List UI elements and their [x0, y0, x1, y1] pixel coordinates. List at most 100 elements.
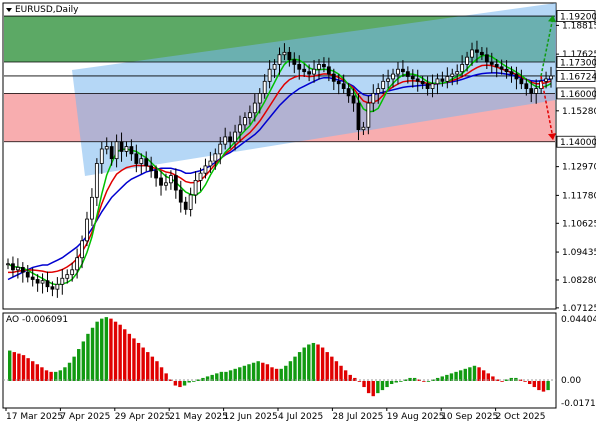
- candle-body: [494, 64, 499, 68]
- price-tick-label: 1.09435: [562, 248, 596, 258]
- candle-body: [124, 146, 129, 152]
- ao-bar: [385, 380, 389, 388]
- candle-body: [193, 180, 198, 196]
- candle-body: [85, 218, 89, 242]
- ao-bar: [468, 367, 472, 381]
- chevron-down-icon[interactable]: [6, 8, 12, 12]
- candle-body: [524, 83, 529, 89]
- price-tick-label: 1.12970: [562, 163, 596, 173]
- ao-bar: [284, 365, 288, 381]
- symbol-label: EURUSD,Daily: [15, 5, 79, 15]
- ma-mid-line: [8, 64, 552, 274]
- ao-bar: [242, 365, 247, 381]
- candle-body: [381, 80, 386, 89]
- ao-bar: [293, 356, 297, 381]
- candle-body: [183, 201, 188, 210]
- candle-body: [233, 131, 237, 143]
- candle-body: [351, 95, 356, 104]
- candle-body: [60, 277, 65, 285]
- ao-bar: [376, 380, 380, 394]
- candle-body: [534, 88, 539, 94]
- arrow-down-icon: [548, 133, 556, 141]
- ao-bar: [228, 370, 233, 381]
- ao-bars: [8, 317, 550, 397]
- ao-bar: [449, 373, 454, 381]
- ao-bar: [458, 370, 463, 381]
- candle-body: [509, 71, 514, 75]
- ao-bar: [21, 355, 26, 381]
- candle-body: [361, 126, 366, 131]
- candle-body: [129, 146, 134, 155]
- price-axis: 1.18815 1.17625 1.15280 1.12970 1.11780 1.106…: [556, 10, 596, 314]
- candle-body: [213, 153, 218, 162]
- ao-bar: [8, 350, 12, 381]
- candle-body: [386, 78, 391, 82]
- candle-body: [376, 88, 381, 94]
- symbol-header: EURUSD,Daily: [6, 5, 79, 15]
- ao-bar: [366, 380, 371, 394]
- candle-body: [341, 83, 346, 89]
- candle-body: [445, 76, 450, 82]
- ao-bar: [509, 377, 513, 381]
- ao-bar: [164, 373, 168, 381]
- ao-bar: [49, 371, 53, 381]
- ao-bar: [311, 342, 316, 381]
- candle-body: [312, 68, 316, 75]
- price-label-text: 1.17300: [560, 58, 596, 68]
- candle-body: [134, 153, 139, 164]
- ao-bar: [136, 342, 141, 381]
- ao-bar: [316, 344, 320, 381]
- ao-bar: [123, 329, 127, 381]
- price-label-text: 1.16724: [560, 72, 596, 82]
- forecast-arrows: [540, 15, 556, 141]
- candle-body: [35, 279, 40, 284]
- candle-body: [114, 141, 119, 160]
- arrow-down-line: [540, 75, 554, 139]
- ao-bar: [31, 361, 35, 381]
- arrow-up-icon: [548, 15, 556, 23]
- candle-body: [484, 54, 489, 63]
- ao-bar: [54, 371, 58, 381]
- ao-bar: [348, 374, 352, 381]
- candle-body: [25, 271, 30, 278]
- ao-label: AO -0.006091: [6, 315, 68, 325]
- candle-body: [475, 49, 479, 53]
- candle-body: [272, 64, 277, 70]
- ao-axis: 0.044046 0.00 -0.017114: [561, 315, 596, 409]
- time-tick-label: 19 Aug 2025: [387, 412, 445, 422]
- ao-bar: [187, 380, 191, 383]
- candle-body: [504, 68, 509, 73]
- candle-body: [178, 189, 183, 203]
- ao-bar: [67, 362, 72, 381]
- price-tick-label: 1.10625: [562, 219, 596, 229]
- ao-bar: [44, 370, 49, 381]
- ao-bar: [523, 380, 527, 382]
- candle-body: [188, 194, 193, 210]
- candle-body: [366, 102, 371, 128]
- candle-body: [326, 66, 331, 75]
- candle-body: [267, 68, 272, 82]
- ao-bar: [113, 321, 118, 381]
- candle-body: [65, 274, 70, 279]
- ao-bar: [330, 356, 334, 381]
- candle-body: [529, 88, 534, 94]
- ao-bar: [118, 324, 122, 381]
- ao-bar: [537, 380, 541, 391]
- ao-bar: [40, 367, 44, 381]
- candle-body: [144, 158, 149, 167]
- candle-body: [223, 136, 228, 145]
- price-label-text: 1.19200: [560, 13, 596, 23]
- price-tick-label: 1.15280: [562, 107, 596, 117]
- ao-bar: [440, 376, 444, 381]
- candle-body: [391, 73, 395, 80]
- candle-body: [20, 267, 25, 273]
- ao-bar: [435, 377, 440, 381]
- ao-bar: [173, 380, 178, 386]
- ao-bar: [58, 370, 63, 381]
- candle-body: [11, 263, 15, 271]
- candle-body: [40, 280, 45, 284]
- candle-body: [297, 64, 302, 70]
- price-label-frame: [556, 87, 596, 100]
- ao-panel: [2, 312, 557, 409]
- ao-bar: [353, 377, 357, 381]
